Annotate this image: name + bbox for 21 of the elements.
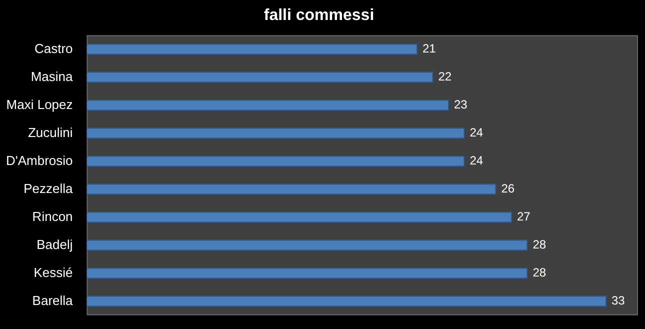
y-tick-label: Barella xyxy=(32,292,74,308)
data-label: 24 xyxy=(470,126,484,140)
data-label: 21 xyxy=(422,42,436,56)
y-tick-label: Castro xyxy=(34,40,73,56)
data-label: 27 xyxy=(517,210,531,224)
data-label: 33 xyxy=(612,294,626,308)
y-tick-label: Masina xyxy=(30,68,74,84)
y-tick-label: Rincon xyxy=(32,208,73,224)
y-tick-label: Kessié xyxy=(34,264,73,280)
y-tick-label: Pezzella xyxy=(24,180,74,196)
data-label: 22 xyxy=(438,70,452,84)
chart-title: falli commessi xyxy=(264,7,374,24)
y-tick-label: Maxi Lopez xyxy=(6,96,73,112)
y-tick-label: D'Ambrosio xyxy=(6,152,73,168)
data-label: 24 xyxy=(470,154,484,168)
data-label: 28 xyxy=(532,238,546,252)
y-tick-label: Zuculini xyxy=(28,124,73,140)
y-tick-label: Badelj xyxy=(36,236,73,252)
data-label: 28 xyxy=(532,266,546,280)
data-label: 26 xyxy=(501,182,515,196)
data-label: 23 xyxy=(454,98,468,112)
